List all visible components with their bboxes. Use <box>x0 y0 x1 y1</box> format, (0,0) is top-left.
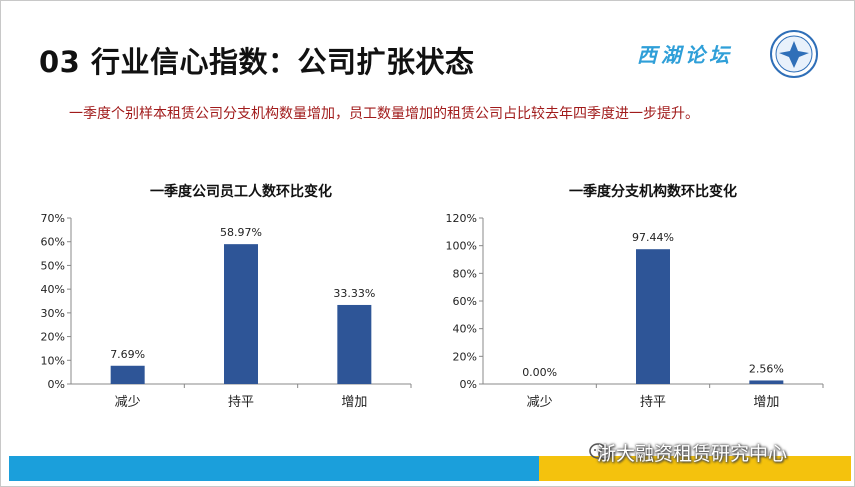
x-tick-label: 持平 <box>228 395 254 410</box>
x-tick-label: 持平 <box>640 395 666 410</box>
y-tick-label: 120% <box>446 212 477 225</box>
y-tick-label: 40% <box>453 323 477 336</box>
bar-2 <box>636 249 670 384</box>
bar-3 <box>749 380 784 384</box>
y-tick-label: 60% <box>453 295 477 308</box>
y-tick-label: 10% <box>41 354 65 367</box>
chart-branches: 一季度分支机构数环比变化 0% 20% 40% 60% 80% 100% 120% 0.00% 减… <box>446 183 824 410</box>
wechat-icon <box>589 443 612 460</box>
y-tick-label: 20% <box>41 331 65 344</box>
y-tick-label: 0% <box>460 378 477 391</box>
footer-bar-blue <box>9 456 539 481</box>
y-tick-label: 30% <box>41 307 65 320</box>
subtitle: 一季度个别样本租赁公司分支机构数量增加，员工数量增加的租赁公司占比较去年四季度进… <box>69 106 699 122</box>
x-tick-label: 增加 <box>753 395 779 410</box>
x-tick-label: 减少 <box>527 395 553 410</box>
bar-2 <box>224 244 258 384</box>
x-tick-label: 增加 <box>341 395 367 410</box>
chart-title: 一季度分支机构数环比变化 <box>569 183 737 200</box>
x-tick-label: 减少 <box>115 395 141 410</box>
y-tick-label: 70% <box>41 212 65 225</box>
chart-title: 一季度公司员工人数环比变化 <box>150 183 332 200</box>
y-tick-label: 60% <box>41 236 65 249</box>
footer-bar-yellow <box>539 456 851 481</box>
chart-employees: 一季度公司员工人数环比变化 0% 10% 20% 30% 40% 50% 60% 70% 7.69… <box>41 183 412 410</box>
watermark: 浙大融资租赁研究中心 <box>597 443 788 465</box>
data-label: 33.33% <box>333 287 375 300</box>
data-label: 97.44% <box>632 231 674 244</box>
data-label: 58.97% <box>220 226 262 239</box>
emblem-icon <box>770 30 818 78</box>
y-tick-label: 40% <box>41 283 65 296</box>
y-tick-label: 0% <box>48 378 65 391</box>
logo-text: 西湖论坛 <box>637 43 733 67</box>
y-tick-label: 20% <box>453 350 477 363</box>
data-label: 0.00% <box>522 366 557 379</box>
bar-3 <box>337 304 372 384</box>
data-label: 7.69% <box>110 348 145 361</box>
y-tick-label: 50% <box>41 259 65 272</box>
data-label: 2.56% <box>749 362 784 375</box>
bar-1 <box>110 365 145 384</box>
y-tick-label: 100% <box>446 240 477 253</box>
y-tick-label: 80% <box>453 267 477 280</box>
page-title: 03 行业信心指数：公司扩张状态 <box>39 45 475 79</box>
